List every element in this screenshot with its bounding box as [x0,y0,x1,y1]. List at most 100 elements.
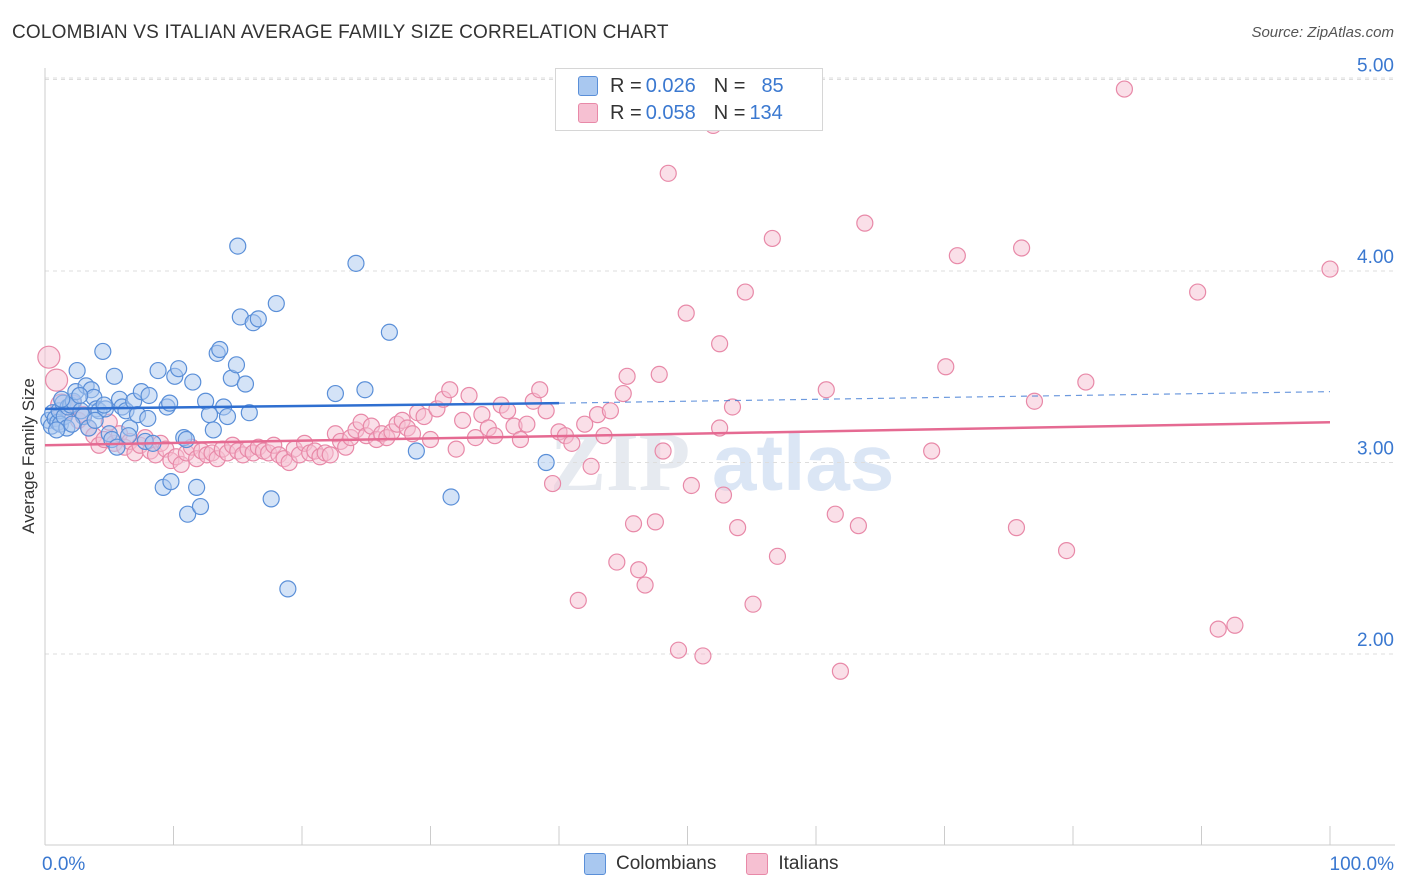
italians-r-value: 0.058 [645,101,696,124]
italians-point [415,407,433,426]
italians-swatch [578,103,598,123]
italians-point [1189,283,1207,301]
italians-point [736,283,754,301]
colombians-r-label: R = [610,74,642,97]
italians-point [569,591,587,609]
y-tick-label: 2.00 [1357,630,1394,651]
colombians-point [227,356,246,374]
italians-n-label: N = [713,101,746,124]
italians-point [447,440,465,458]
italians-point [659,164,677,182]
colombians-point [537,453,555,472]
colombians-point [86,411,104,429]
italians-point [763,229,781,248]
colombians-point [267,294,285,313]
italians-point [1077,373,1095,391]
y-tick-label: 5.00 [1357,56,1394,77]
colombians-point [407,442,425,460]
grid-lines [45,77,1395,655]
italians-point [576,415,594,433]
italians-point [817,381,835,399]
y-tick-label: 4.00 [1357,247,1394,268]
italians-point [454,411,472,429]
italians-point [1226,616,1244,634]
colombians-n-value: 85 [761,74,784,97]
colombians-point [105,367,123,385]
colombians-point [162,473,180,491]
colombians-point [442,488,460,506]
italians-point [669,641,688,659]
italians-point [563,434,581,452]
italians-point [543,474,562,493]
chart-title: COLOMBIAN VS ITALIAN AVERAGE FAMILY SIZE… [12,22,669,43]
colombians-point [177,430,195,449]
italians-point [948,247,966,265]
colombians-point [149,361,167,380]
italians-point [1057,541,1076,560]
colombians-point [200,406,219,424]
italians-point [1025,392,1044,410]
italians-point [624,515,643,533]
correlation-legend: R = 0.026 N = 85 R = 0.058 N = 134 [555,68,823,131]
legend-row-italians: R = 0.058 N = 134 [578,100,783,126]
italians-point [856,214,874,232]
colombians-point [53,390,71,408]
colombians-point [240,404,258,422]
colombians-point [262,490,280,508]
trend-lines [44,391,1331,447]
italians-point [729,519,747,537]
colombians-point [71,386,89,405]
italians-point [677,304,695,322]
italians-point [1012,239,1031,257]
legend-row-colombians: R = 0.026 N = 85 [578,73,784,99]
italians-point [321,446,339,464]
colombians-point [326,384,345,403]
colombians-legend-swatch [584,853,606,875]
italians-point [714,486,733,504]
italians-trend-line [44,421,1331,447]
colombians-point [68,361,86,380]
italians-point [537,402,555,420]
italians-point [1007,519,1026,537]
italians-point [614,384,632,403]
italians-n-value: 134 [749,101,783,124]
italians-point [849,517,868,535]
italians-point [460,386,478,405]
italians-point [608,553,626,571]
colombians-point [249,310,267,328]
colombians-point [140,386,158,405]
series-legend: Colombians Italians [584,850,869,878]
italians-point [441,381,459,399]
colombians-point [119,427,138,445]
legend-item-italians[interactable]: Italians [746,853,839,875]
legend-item-colombians[interactable]: Colombians [584,853,716,875]
colombians-n-label: N = [713,74,746,97]
axes [44,68,1395,846]
italians-point [582,457,600,475]
italians-point [37,345,61,369]
colombians-point [236,375,255,393]
italians-point [937,358,955,376]
italians-point [831,662,850,680]
colombians-trend-line [44,401,560,411]
italians-point [486,427,504,445]
italians-point [694,647,712,665]
colombians-legend-label: Colombians [616,853,717,874]
colombians-point [356,381,374,399]
italians-point [518,415,536,433]
colombians-swatch [578,76,598,96]
colombians-point [229,237,247,255]
colombians-point [218,407,237,426]
x-tick-label: 100.0% [1330,854,1395,875]
colombians-point [380,323,398,341]
colombians-point [191,497,210,516]
colombians-trend-extension [558,391,1331,404]
x-tick-label: 0.0% [42,854,85,875]
italians-point [826,505,844,523]
colombians-point [94,342,112,361]
colombians-point [95,396,113,414]
italians-point [1321,260,1339,278]
italians-point [723,398,742,416]
italians-point [499,402,517,420]
